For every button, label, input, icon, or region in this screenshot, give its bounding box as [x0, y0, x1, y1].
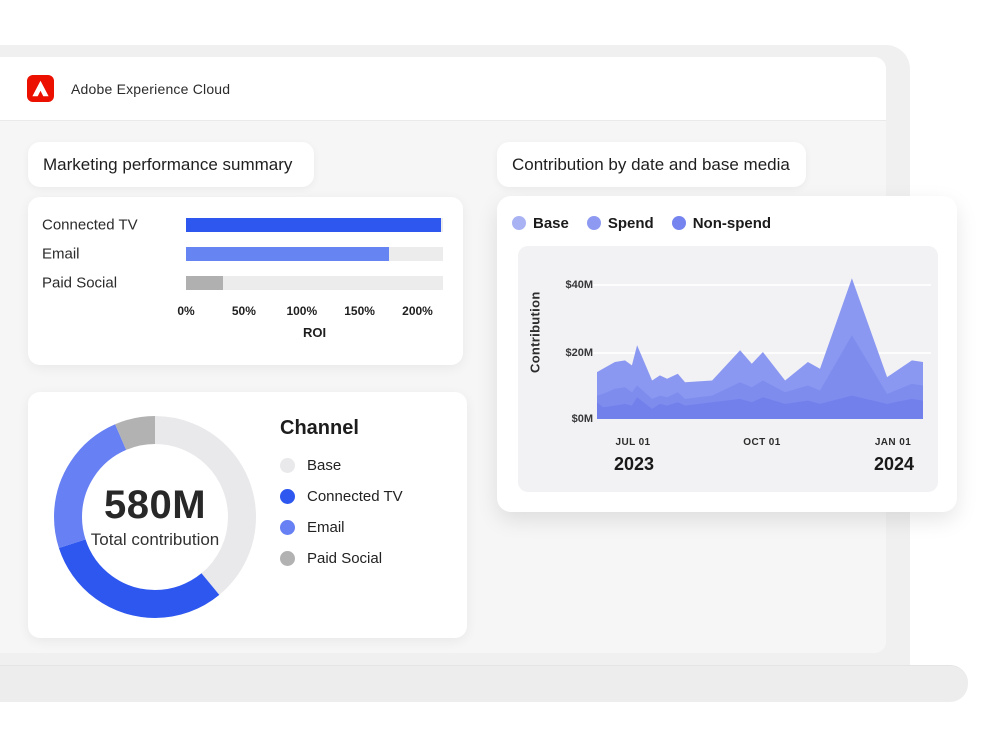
roi-row-label: Connected TV [42, 216, 138, 233]
roi-row-label: Paid Social [42, 274, 118, 291]
legend-label: Email [307, 519, 345, 536]
header-divider [0, 120, 886, 121]
y-tick-20m: $20M [565, 347, 593, 359]
donut-chart-card: 580M Total contribution Channel Base Con… [28, 392, 467, 638]
area-chart-legend: Base Spend Non-spend [512, 209, 771, 237]
left-section-title: Marketing performance summary [28, 142, 314, 187]
app-header: Adobe Experience Cloud [0, 57, 886, 120]
roi-x-axis: 0% 50% 100% 150% 200% [177, 304, 443, 320]
stacked-area-plot [597, 278, 923, 419]
adobe-logo-icon [27, 75, 54, 102]
area-chart-card: Base Spend Non-spend Contribution $40M $… [497, 196, 957, 512]
legend-item-base[interactable]: Base [512, 209, 569, 237]
legend-item-spend[interactable]: Spend [586, 209, 654, 237]
roi-axis-tick: 0% [177, 304, 195, 318]
roi-row-paid-social: Paid Social [28, 268, 463, 297]
roi-bar-track [186, 246, 443, 261]
roi-bar-fill [186, 217, 441, 232]
x-tick-jul-01: JUL 01 [615, 437, 651, 448]
donut-chart [54, 416, 256, 618]
legend-label: Base [307, 457, 342, 474]
roi-x-axis-title: ROI [302, 325, 327, 340]
y-axis-title: Contribution [527, 291, 543, 374]
y-tick-40m: $40M [565, 279, 593, 291]
year-label-2023: 2023 [613, 454, 655, 474]
area-series-spend [597, 335, 923, 419]
laptop-base [0, 665, 968, 702]
gridline-40m [593, 284, 931, 286]
legend-label: Paid Social [307, 550, 383, 567]
roi-axis-tick: 150% [344, 304, 375, 318]
roi-bar-fill [186, 246, 389, 261]
roi-bar-chart-card: Connected TV Email Paid Social 0% 50% 100%… [28, 197, 463, 365]
roi-row-email: Email [28, 239, 463, 268]
legend-dot-icon [280, 551, 295, 566]
legend-label: Spend [607, 214, 654, 232]
legend-item-non-spend[interactable]: Non-spend [671, 209, 772, 237]
donut-segment-connected-tv [54, 416, 256, 618]
donut-segment-paid-social [54, 416, 256, 618]
legend-item-connected-tv[interactable]: Connected TV [280, 481, 403, 512]
x-tick-oct-01: OCT 01 [743, 437, 781, 448]
legend-dot-icon [671, 216, 686, 230]
legend-label: Non-spend [692, 214, 772, 232]
roi-axis-tick: 100% [286, 304, 318, 318]
legend-label: Connected TV [307, 488, 403, 505]
legend-label: Base [533, 214, 569, 232]
legend-item-base[interactable]: Base [280, 450, 403, 481]
y-tick-0m: $0M [571, 413, 593, 425]
channel-legend: Channel Base Connected TV Email Paid Soc… [280, 416, 403, 574]
legend-dot-icon [512, 216, 526, 230]
legend-item-email[interactable]: Email [280, 512, 403, 543]
roi-bar-track [186, 217, 443, 232]
legend-dot-icon [280, 458, 295, 473]
legend-dot-icon [280, 520, 295, 535]
legend-item-paid-social[interactable]: Paid Social [280, 543, 403, 574]
roi-row-connected-tv: Connected TV [28, 210, 463, 239]
roi-axis-tick: 200% [402, 304, 433, 318]
area-chart-plot-panel: Contribution $40M $20M $0M JUL 01 OCT 01… [518, 246, 938, 492]
area-series-non-spend [597, 395, 923, 419]
donut-segment-email [54, 416, 256, 618]
roi-bar-fill [186, 275, 224, 290]
roi-axis-tick: 50% [231, 304, 256, 318]
app-title: Adobe Experience Cloud [71, 80, 231, 97]
legend-dot-icon [586, 216, 601, 230]
year-label-2024: 2024 [873, 454, 915, 474]
legend-dot-icon [280, 489, 295, 504]
right-section-title: Contribution by date and base media [497, 142, 806, 187]
channel-legend-title: Channel [280, 417, 359, 439]
roi-bar-rows: Connected TV Email Paid Social [28, 210, 463, 297]
x-tick-jan-01: JAN 01 [874, 437, 912, 448]
roi-row-label: Email [42, 245, 80, 262]
roi-bar-track [186, 275, 443, 290]
